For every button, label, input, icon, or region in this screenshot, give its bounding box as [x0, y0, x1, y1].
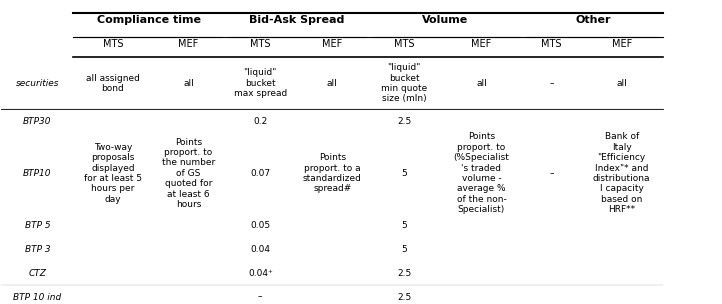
Text: BTP 5: BTP 5: [25, 221, 50, 230]
Text: 2.5: 2.5: [397, 293, 412, 302]
Text: Bank of
Italy
"Efficiency
Index"* and
distributiona
l capacity
based on
HRF**: Bank of Italy "Efficiency Index"* and di…: [593, 132, 651, 214]
Text: Compliance time: Compliance time: [97, 15, 201, 25]
Text: 2.5: 2.5: [397, 269, 412, 278]
Text: all: all: [327, 79, 338, 88]
Text: Two-way
proposals
displayed
for at least 5
hours per
day: Two-way proposals displayed for at least…: [84, 143, 142, 204]
Text: Points
proport. to
the number
of GS
quoted for
at least 6
hours: Points proport. to the number of GS quot…: [162, 138, 215, 209]
Text: MTS: MTS: [250, 39, 271, 49]
Text: BTP 3: BTP 3: [25, 245, 50, 254]
Text: 5: 5: [401, 221, 407, 230]
Text: MTS: MTS: [103, 39, 123, 49]
Text: securities: securities: [16, 79, 59, 88]
Text: MEF: MEF: [612, 39, 632, 49]
Text: all: all: [183, 79, 193, 88]
Text: MTS: MTS: [394, 39, 414, 49]
Text: 5: 5: [401, 245, 407, 254]
Text: MEF: MEF: [471, 39, 492, 49]
Text: all assigned
bond: all assigned bond: [86, 74, 140, 93]
Text: –: –: [549, 79, 554, 88]
Text: MEF: MEF: [178, 39, 199, 49]
Text: 0.2: 0.2: [253, 117, 267, 126]
Text: Bid-Ask Spread: Bid-Ask Spread: [248, 15, 344, 25]
Text: BTP30: BTP30: [23, 117, 51, 126]
Text: all: all: [617, 79, 627, 88]
Text: Other: Other: [575, 15, 611, 25]
Text: BTP 10 ind: BTP 10 ind: [13, 293, 61, 302]
Text: Points
proport. to a
standardized
spread#: Points proport. to a standardized spread…: [303, 153, 362, 193]
Text: MEF: MEF: [322, 39, 342, 49]
Text: 0.04⁺: 0.04⁺: [248, 269, 273, 278]
Text: 0.07: 0.07: [251, 169, 270, 178]
Text: "liquid"
bucket
max spread: "liquid" bucket max spread: [234, 68, 287, 98]
Text: BTP10: BTP10: [23, 169, 51, 178]
Text: –: –: [549, 169, 554, 178]
Text: –: –: [258, 293, 263, 302]
Text: 2.5: 2.5: [397, 117, 412, 126]
Text: 5: 5: [401, 169, 407, 178]
Text: 0.04: 0.04: [251, 245, 270, 254]
Text: 0.05: 0.05: [251, 221, 270, 230]
Text: all: all: [476, 79, 487, 88]
Text: MTS: MTS: [542, 39, 562, 49]
Text: Points
proport. to
(%Specialist
's traded
volume -
average %
of the non-
Special: Points proport. to (%Specialist 's trade…: [453, 132, 510, 214]
Text: CTZ: CTZ: [28, 269, 46, 278]
Text: "liquid"
bucket
min quote
size (mln): "liquid" bucket min quote size (mln): [381, 63, 427, 103]
Text: Volume: Volume: [422, 15, 469, 25]
